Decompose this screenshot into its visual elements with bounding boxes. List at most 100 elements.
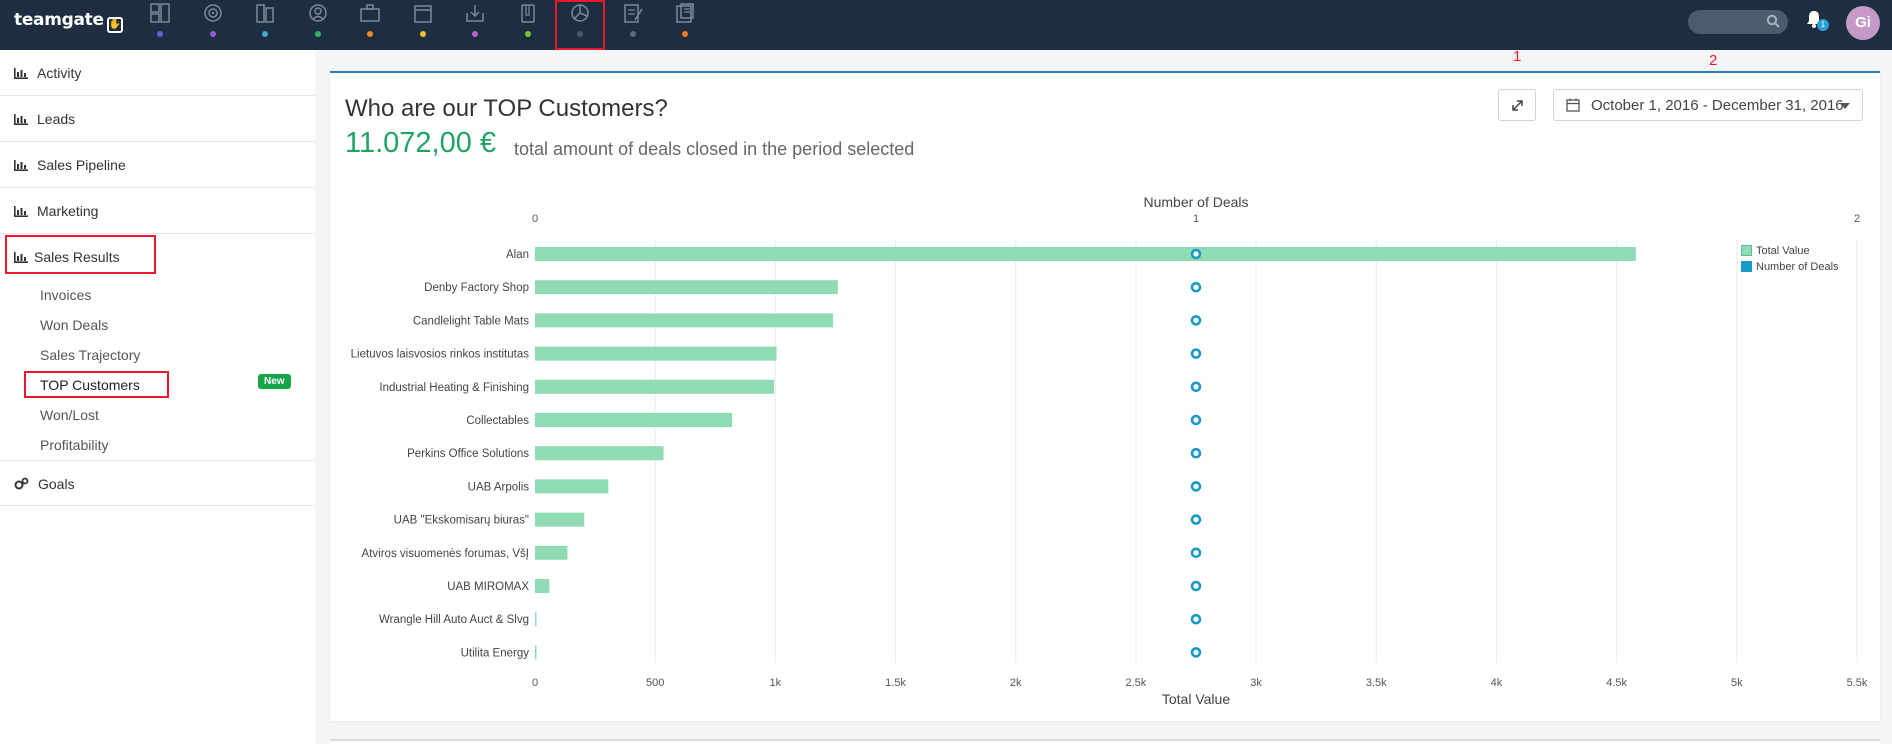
dashboard-icon	[150, 3, 170, 23]
gears-icon	[14, 477, 29, 490]
nav-indicator-dot	[682, 31, 688, 37]
x-tick-label: 5k	[1731, 677, 1743, 689]
nav-indicator-dot	[314, 31, 321, 37]
topnav-companies[interactable]	[240, 0, 290, 50]
sidebar-item-sales-pipeline[interactable]: Sales Pipeline	[0, 142, 315, 188]
target-icon	[203, 4, 222, 22]
category-label: UAB MIROMAX	[447, 581, 529, 593]
x-tick-label: 500	[646, 677, 664, 689]
calendar-icon	[1566, 98, 1580, 112]
bar-chart-icon	[14, 252, 28, 263]
sidebar-item-activity[interactable]: Activity	[0, 50, 315, 96]
sidebar-item-label: Leads	[37, 111, 76, 127]
sidebar-item-goals[interactable]: Goals	[0, 460, 315, 506]
point-number-of-deals	[1190, 514, 1202, 525]
x2-tick-label: 1	[1193, 213, 1199, 225]
calendar-icon	[413, 5, 432, 23]
topnav-calendar[interactable]	[398, 0, 448, 50]
sidebar-item-label: Marketing	[37, 203, 99, 219]
inbox-icon	[466, 5, 484, 22]
x-tick-label: 1k	[770, 677, 782, 689]
nav-indicator-dot	[209, 31, 216, 37]
category-label: Collectables	[466, 415, 529, 427]
x-tick-label: 0	[532, 677, 538, 689]
legend-total-value[interactable]: Total Value	[1741, 245, 1810, 257]
expand-icon	[1512, 100, 1523, 111]
top-customers-chart: 0 500 1k 1.5k 2k 2.5k 3k 3.5k 4k 4.5k 5k 5.5k 0 1 2 Tot…	[351, 194, 1868, 707]
bar-total-value	[535, 512, 585, 527]
point-number-of-deals	[1190, 414, 1202, 426]
x2-tick-label: 0	[532, 213, 538, 225]
nav-indicator-dot	[157, 31, 163, 37]
point-number-of-deals	[1190, 281, 1202, 293]
category-label: Atviros visuomenės forumas, VšĮ	[362, 548, 529, 560]
bar-total-value	[535, 379, 775, 394]
notification-count-badge: 1	[1817, 19, 1829, 31]
topnav-inbox[interactable]	[450, 0, 500, 50]
x-axis-title: Total Value	[1162, 691, 1230, 707]
nav-indicator-dot	[629, 31, 636, 37]
bar-chart-icon	[14, 160, 28, 171]
category-label: Candlelight Table Mats	[413, 315, 529, 327]
topnav-target[interactable]	[188, 0, 238, 50]
companies-icon	[256, 4, 274, 23]
sidebar-subitem-won-lost[interactable]: Won/Lost	[40, 407, 99, 423]
bar-total-value	[535, 413, 733, 427]
notes-icon	[623, 4, 643, 23]
sidebar-item-marketing[interactable]: Marketing	[0, 188, 315, 234]
legend-number-of-deals[interactable]: Number of Deals	[1741, 261, 1839, 273]
report-title: Who are our TOP Customers?	[345, 95, 668, 122]
invoices-icon	[676, 3, 694, 23]
bar-chart-icon	[14, 114, 28, 125]
sidebar-subitem-invoices[interactable]: Invoices	[40, 287, 92, 303]
sidebar-item-leads[interactable]: Leads	[0, 96, 315, 142]
search-input[interactable]	[1688, 10, 1788, 34]
logo-hand-icon: ✋	[106, 17, 123, 33]
sidebar-subitem-top-customers[interactable]: TOP Customers	[40, 377, 140, 393]
search-icon	[1766, 14, 1780, 28]
x-tick-label: 5.5k	[1847, 677, 1868, 689]
fullscreen-button[interactable]	[1498, 89, 1536, 121]
annotation-number-2: 2	[1709, 52, 1718, 69]
legend-label: Total Value	[1756, 245, 1810, 257]
category-label: Alan	[506, 249, 529, 261]
topnav-reports[interactable]	[555, 0, 605, 50]
category-label: UAB "Ekskomisarų biuras"	[394, 515, 529, 527]
sidebar-subitem-won-deals[interactable]: Won Deals	[40, 317, 109, 333]
bar-total-value	[535, 545, 568, 560]
sidebar-subitem-sales-trajectory[interactable]: Sales Trajectory	[40, 347, 141, 363]
nav-indicator-dot	[577, 31, 583, 37]
date-range-picker[interactable]: October 1, 2016 - December 31, 2016	[1553, 89, 1863, 121]
category-label: UAB Arpolis	[468, 481, 530, 493]
topnav-people[interactable]	[293, 0, 343, 50]
x-tick-label: 3.5k	[1366, 677, 1387, 689]
total-amount: 11.072,00 €	[345, 127, 497, 159]
total-amount-description: total amount of deals closed in the peri…	[514, 139, 915, 159]
category-label: Denby Factory Shop	[424, 282, 529, 294]
topnav-invoices[interactable]	[660, 0, 710, 50]
x2-axis-title: Number of Deals	[1143, 194, 1248, 210]
nav-indicator-dot	[419, 31, 426, 37]
topnav-deals[interactable]	[345, 0, 395, 50]
highlight-box-top-customers	[24, 371, 169, 398]
sidebar-subitem-profitability[interactable]: Profitability	[40, 437, 109, 453]
sidebar-item-sales-results[interactable]: Sales Results	[0, 234, 315, 280]
topnav-documents[interactable]	[503, 0, 553, 50]
nav-indicator-dot	[524, 31, 531, 37]
legend-label: Number of Deals	[1756, 261, 1839, 273]
category-label: Industrial Heating & Finishing	[379, 382, 529, 394]
teamgate-logo[interactable]: teamgate ✋	[14, 10, 123, 33]
user-avatar[interactable]: Gi	[1846, 6, 1880, 40]
bar-total-value	[535, 579, 550, 593]
x2-tick-label: 2	[1854, 213, 1860, 225]
sidebar-item-label: Sales Pipeline	[37, 157, 126, 173]
sidebar-item-label: Activity	[37, 65, 82, 81]
highlight-box-sales-results	[5, 235, 156, 274]
bar-total-value	[535, 346, 777, 361]
topnav-notes[interactable]	[608, 0, 658, 50]
topnav-dashboard[interactable]	[135, 0, 185, 50]
bar-total-value	[535, 247, 1636, 261]
new-badge: New	[258, 374, 291, 389]
report-panel	[330, 71, 1880, 721]
point-number-of-deals	[1190, 481, 1202, 492]
